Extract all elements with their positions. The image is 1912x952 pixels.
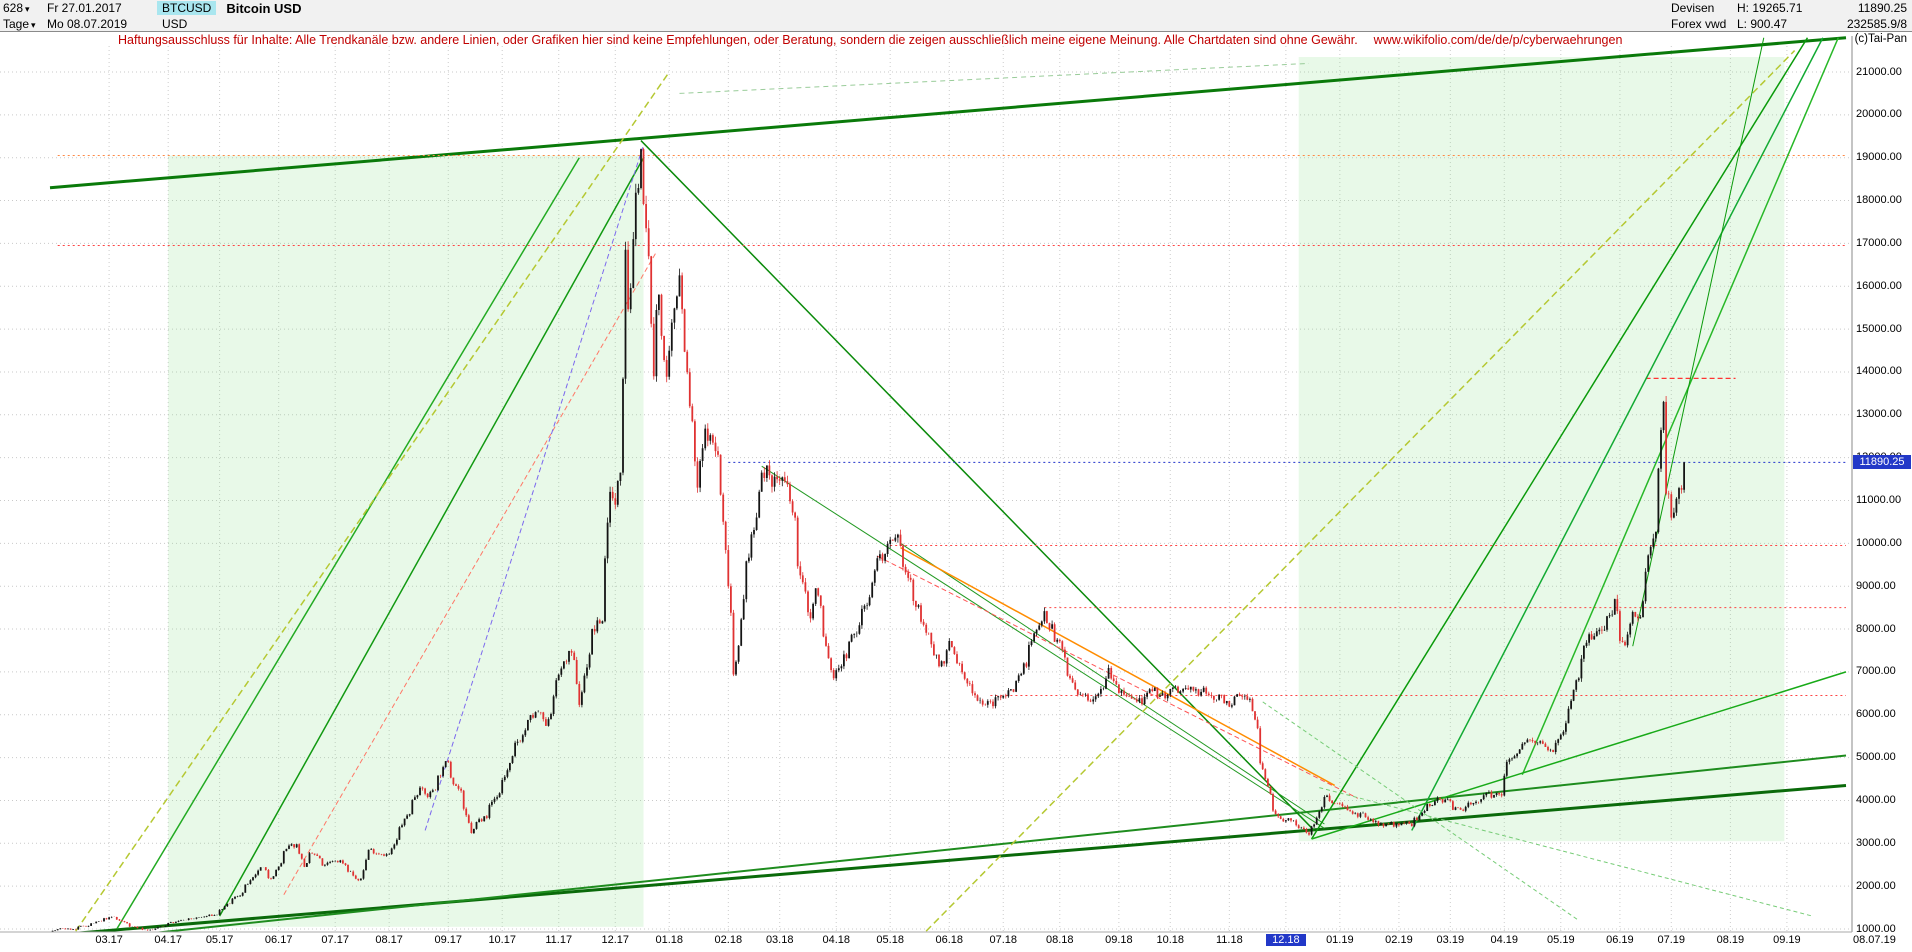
- x-axis-label: 10.18: [1156, 934, 1185, 946]
- x-axis-label: 11.17: [545, 934, 573, 946]
- chart-title: Bitcoin USD: [226, 0, 302, 16]
- x-axis-label: 03.17: [95, 934, 123, 946]
- trend-regions: [168, 57, 1785, 927]
- x-axis-label: 03.19: [1436, 934, 1465, 946]
- x-axis-label-highlighted: 12.18: [1265, 934, 1306, 946]
- high-value: 19265.71: [1752, 1, 1803, 15]
- x-axis-label: 06.19: [1606, 934, 1634, 946]
- x-axis-label: 09.19: [1773, 934, 1801, 946]
- bars-count-dropdown[interactable]: 628 ▾: [3, 1, 47, 15]
- x-axis-label: 05.17: [205, 934, 234, 946]
- x-axis-label: 03.18: [765, 934, 794, 946]
- start-date: Fr 27.01.2017: [47, 1, 122, 15]
- x-axis-label: 11.18: [1215, 934, 1243, 946]
- x-axis-label: 04.17: [154, 934, 182, 946]
- x-axis[interactable]: 03.17 04.17 05.17 06.17 07.17 08.17 09.17 10.17…: [0, 934, 1912, 950]
- volume-quote: 232585.9/8: [1846, 17, 1907, 31]
- x-axis-label: 10.17: [488, 934, 516, 946]
- x-axis-label: 05.18: [876, 934, 904, 946]
- x-axis-label: 02.19: [1385, 934, 1413, 946]
- x-axis-label: 01.19: [1326, 934, 1354, 946]
- x-axis-label: 04.19: [1490, 934, 1519, 946]
- candles: [51, 147, 1685, 932]
- market-label: Devisen: [1671, 1, 1715, 15]
- x-axis-label: 06.18: [935, 934, 964, 946]
- period-dropdown[interactable]: Tage ▾: [3, 17, 47, 31]
- x-axis-label: 06.17: [264, 934, 293, 946]
- x-axis-label: 01.18: [655, 934, 683, 946]
- plot-area: [0, 36, 1852, 932]
- x-axis-label: 02.18: [714, 934, 743, 946]
- bars-count-value: 628: [3, 1, 24, 15]
- symbol-field[interactable]: BTCUSD: [157, 1, 217, 15]
- disclaimer-text: Haftungsausschluss für Inhalte: Alle Tre…: [118, 33, 1358, 47]
- x-axis-label: 12.17: [601, 934, 630, 946]
- last-price: 11890.25: [1857, 1, 1907, 15]
- period-high: H: 19265.71: [1737, 1, 1833, 15]
- low-value: 900.47: [1750, 17, 1788, 31]
- disclaimer: Haftungsausschluss für Inhalte: Alle Tre…: [118, 33, 1622, 47]
- x-axis-label: 08.17: [375, 934, 403, 946]
- price-tag: 11890.25: [1853, 455, 1911, 470]
- high-label: H:: [1737, 1, 1749, 15]
- copyright-label: (c)Tai-Pan: [1854, 33, 1907, 45]
- header-row-2: Tage ▾ Mo 08.07.2019 USD Forex vwd L: 900…: [0, 16, 1912, 32]
- chevron-down-icon: ▾: [25, 4, 30, 14]
- header-row-1: 628 ▾ Fr 27.01.2017 BTCUSD Bitcoin USD De…: [0, 0, 1912, 16]
- period-value: Tage: [3, 17, 30, 31]
- end-date: Mo 08.07.2019: [47, 17, 128, 31]
- x-axis-label: 04.18: [822, 934, 850, 946]
- last-date-label: 08.07.19: [1853, 934, 1896, 946]
- x-axis-label: 08.19: [1716, 934, 1745, 946]
- trend-lines: [49, 36, 1847, 932]
- x-axis-label: 07.19: [1657, 934, 1686, 946]
- x-axis-label: 07.18: [989, 934, 1017, 946]
- x-axis-label: 05.19: [1547, 934, 1575, 946]
- x-axis-label: 07.17: [321, 934, 349, 946]
- x-axis-label: 09.17: [434, 934, 463, 946]
- low-label: L:: [1737, 17, 1748, 31]
- provider-label: Forex vwd: [1671, 17, 1727, 31]
- x-axis-label: 09.18: [1105, 934, 1133, 946]
- x-axis-label: 08.18: [1046, 934, 1074, 946]
- chevron-down-icon: ▾: [31, 20, 36, 30]
- currency-label: USD: [162, 17, 188, 31]
- period-low: L: 900.47: [1737, 17, 1833, 31]
- header-bar: 628 ▾ Fr 27.01.2017 BTCUSD Bitcoin USD De…: [0, 0, 1912, 32]
- disclaimer-url: www.wikifolio.com/de/de/p/cyberwaehrunge…: [1373, 33, 1623, 47]
